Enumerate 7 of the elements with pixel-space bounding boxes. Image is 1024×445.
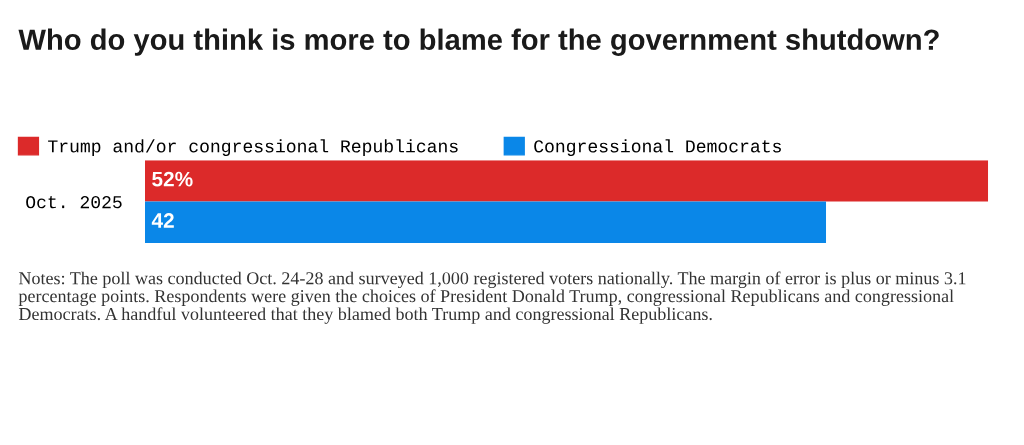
y-tick-label: Oct. 2025 xyxy=(26,196,122,209)
legend-label: Trump and/or congressional Republicans xyxy=(48,139,458,157)
chart-title: Who do you think is more to blame for the government shutdown? xyxy=(18,28,939,56)
text: Notes: The poll was conducted Oct. 24-28 and surveyed 1,000 registered voters nationally. The margin of error is plus or minus 3.1 percentage points. Respondents were given the choices of President Donald Trump, congressional Republicans and congressional Democrats. A handful volunteered that they blamed both Trump and congressional Republicans. xyxy=(18,271,966,324)
legend-label: Congressional Democrats xyxy=(534,139,781,157)
data-label: 42 xyxy=(151,213,174,228)
data-label: 52% xyxy=(152,171,193,187)
